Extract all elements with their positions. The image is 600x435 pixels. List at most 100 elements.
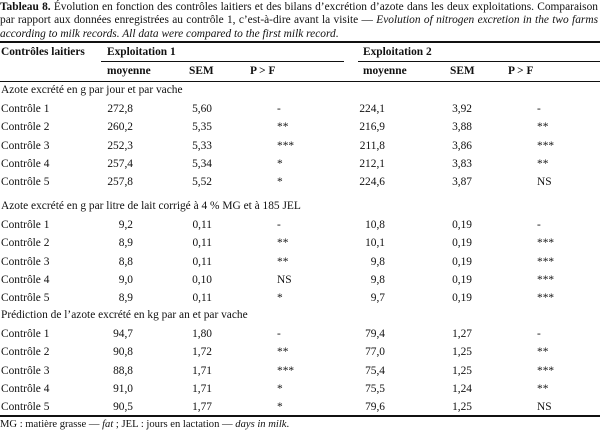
farm1-mean-cell: 90,5 bbox=[113, 401, 133, 413]
farm2-sem-cell: 1,25 bbox=[452, 364, 472, 377]
farm2-sem-cell: 3,86 bbox=[452, 139, 472, 152]
farm1-sem-cell: 0,10 bbox=[192, 273, 212, 286]
farm1-p-cell: * bbox=[277, 157, 283, 170]
bottom-rule bbox=[0, 415, 600, 417]
farm1-sem-cell: 5,34 bbox=[192, 157, 212, 170]
farm2-sem-cell: 1,25 bbox=[452, 346, 472, 359]
farm1-rule bbox=[101, 61, 344, 62]
farm2-sem-cell: 3,87 bbox=[452, 176, 472, 188]
farm1-p-cell: * bbox=[277, 176, 283, 188]
footnote-english: fat bbox=[102, 419, 114, 430]
farm1-mean-cell: 91,0 bbox=[113, 382, 133, 395]
farm2-p-cell: - bbox=[537, 103, 541, 116]
row-label: Contrôle 3 bbox=[1, 364, 50, 377]
farm2-p-cell: *** bbox=[537, 364, 555, 377]
farm2-mean-cell: 9,8 bbox=[370, 273, 385, 286]
farm1-sem-cell: 5,60 bbox=[192, 103, 212, 116]
farm2-sem-cell: 3,83 bbox=[452, 157, 472, 170]
row-label: Contrôle 1 bbox=[1, 219, 50, 232]
caption-french: Évolution en fonction des contrôles lait… bbox=[0, 1, 598, 27]
farm1-header: Exploitation 1 bbox=[107, 46, 176, 58]
farm2-mean-cell: 212,1 bbox=[359, 157, 385, 170]
farm2-mean-cell: 79,4 bbox=[365, 328, 385, 341]
farm1-p-cell: NS bbox=[277, 273, 292, 286]
farm2-mean-cell: 211,8 bbox=[359, 139, 385, 152]
farm2-sem-cell: 3,92 bbox=[452, 103, 472, 116]
farm2-sem-cell: 0,19 bbox=[452, 273, 472, 286]
farm1-p-cell: * bbox=[277, 292, 283, 304]
row-label: Contrôle 2 bbox=[1, 237, 50, 250]
farm1-sem-cell: 1,77 bbox=[192, 401, 212, 413]
farm2-mean-cell: 75,5 bbox=[365, 382, 385, 395]
farm1-mean-cell: 272,8 bbox=[107, 103, 133, 116]
farm1-mean-cell: 94,7 bbox=[113, 328, 133, 341]
farm1-mean-cell: 260,2 bbox=[107, 121, 133, 134]
farm2-p-cell: - bbox=[537, 219, 541, 232]
farm2-p-cell: *** bbox=[537, 139, 555, 152]
farm1-sem-cell: 1,72 bbox=[192, 346, 212, 359]
row-label: Contrôle 1 bbox=[1, 103, 50, 116]
farm1-p-cell: ** bbox=[277, 237, 289, 250]
section-title: Azote excrété en g par litre de lait cor… bbox=[1, 200, 301, 212]
farm2-p-cell: *** bbox=[537, 255, 555, 268]
farm1-sem-cell: 0,11 bbox=[192, 292, 212, 304]
farm2-p-cell: ** bbox=[537, 346, 549, 359]
farm1-mean-cell: 9,0 bbox=[118, 273, 133, 286]
farm2-p-cell: *** bbox=[537, 292, 555, 304]
farm2-p-cell: ** bbox=[537, 382, 549, 395]
row-label: Contrôle 4 bbox=[1, 157, 50, 170]
row-label: Contrôle 2 bbox=[1, 346, 50, 359]
footnote-english: days in milk bbox=[235, 419, 287, 430]
farm1-mean-cell: 9,2 bbox=[118, 219, 133, 232]
row-label: Contrôle 5 bbox=[1, 176, 50, 188]
farm2-p-cell: ** bbox=[537, 121, 549, 134]
farm1-sem-cell: 1,80 bbox=[192, 328, 212, 341]
table-label: Tableau 8. bbox=[0, 1, 51, 13]
farm1-p-cell: - bbox=[277, 103, 281, 116]
farm2-sem-cell: 0,19 bbox=[452, 292, 472, 304]
farm1-sem-cell: 0,11 bbox=[192, 237, 212, 250]
column-header: SEM bbox=[450, 65, 475, 77]
row-label: Contrôle 5 bbox=[1, 292, 50, 304]
column-header: moyenne bbox=[363, 65, 407, 77]
row-label: Contrôle 4 bbox=[1, 273, 50, 286]
farm1-sem-cell: 5,33 bbox=[192, 139, 212, 152]
farm1-sem-cell: 5,52 bbox=[192, 176, 212, 188]
section-title: Azote excrété en g par jour et par vache bbox=[1, 84, 183, 96]
farm1-p-cell: *** bbox=[277, 139, 295, 152]
header-rule bbox=[0, 81, 600, 82]
farm2-mean-cell: 10,1 bbox=[365, 237, 385, 250]
farm1-sem-cell: 5,35 bbox=[192, 121, 212, 134]
row-label: Contrôle 2 bbox=[1, 121, 50, 134]
farm2-sem-cell: 0,19 bbox=[452, 255, 472, 268]
farm2-mean-cell: 224,1 bbox=[359, 103, 385, 116]
farm2-p-cell: *** bbox=[537, 273, 555, 286]
column-header: moyenne bbox=[107, 65, 151, 77]
row-label: Contrôle 3 bbox=[1, 255, 50, 268]
farm1-p-cell: - bbox=[277, 328, 281, 341]
farm2-mean-cell: 10,8 bbox=[365, 219, 385, 232]
farm2-sem-cell: 1,24 bbox=[452, 382, 472, 395]
table-caption: Tableau 8. Évolution en fonction des con… bbox=[0, 1, 598, 41]
farm1-mean-cell: 8,9 bbox=[118, 292, 133, 304]
farm1-p-cell: *** bbox=[277, 364, 295, 377]
column-header: SEM bbox=[189, 65, 214, 77]
farm1-mean-cell: 8,9 bbox=[118, 237, 133, 250]
farm2-sem-cell: 0,19 bbox=[452, 219, 472, 232]
farm1-p-cell: ** bbox=[277, 121, 289, 134]
farm2-rule bbox=[358, 61, 600, 62]
farm1-sem-cell: 0,11 bbox=[192, 255, 212, 268]
farm1-mean-cell: 252,3 bbox=[107, 139, 133, 152]
footnote-end: . bbox=[286, 419, 290, 430]
farm2-p-cell: *** bbox=[537, 237, 555, 250]
farm1-sem-cell: 0,11 bbox=[192, 219, 212, 232]
farm2-p-cell: - bbox=[537, 328, 541, 341]
footnote-part: MG : matière grasse — bbox=[0, 419, 103, 430]
farm2-mean-cell: 216,9 bbox=[359, 121, 385, 134]
farm1-mean-cell: 257,8 bbox=[107, 176, 133, 188]
farm2-p-cell: NS bbox=[537, 176, 552, 188]
row-label: Contrôle 5 bbox=[1, 401, 50, 413]
farm1-p-cell: * bbox=[277, 382, 283, 395]
farm1-mean-cell: 257,4 bbox=[107, 157, 133, 170]
